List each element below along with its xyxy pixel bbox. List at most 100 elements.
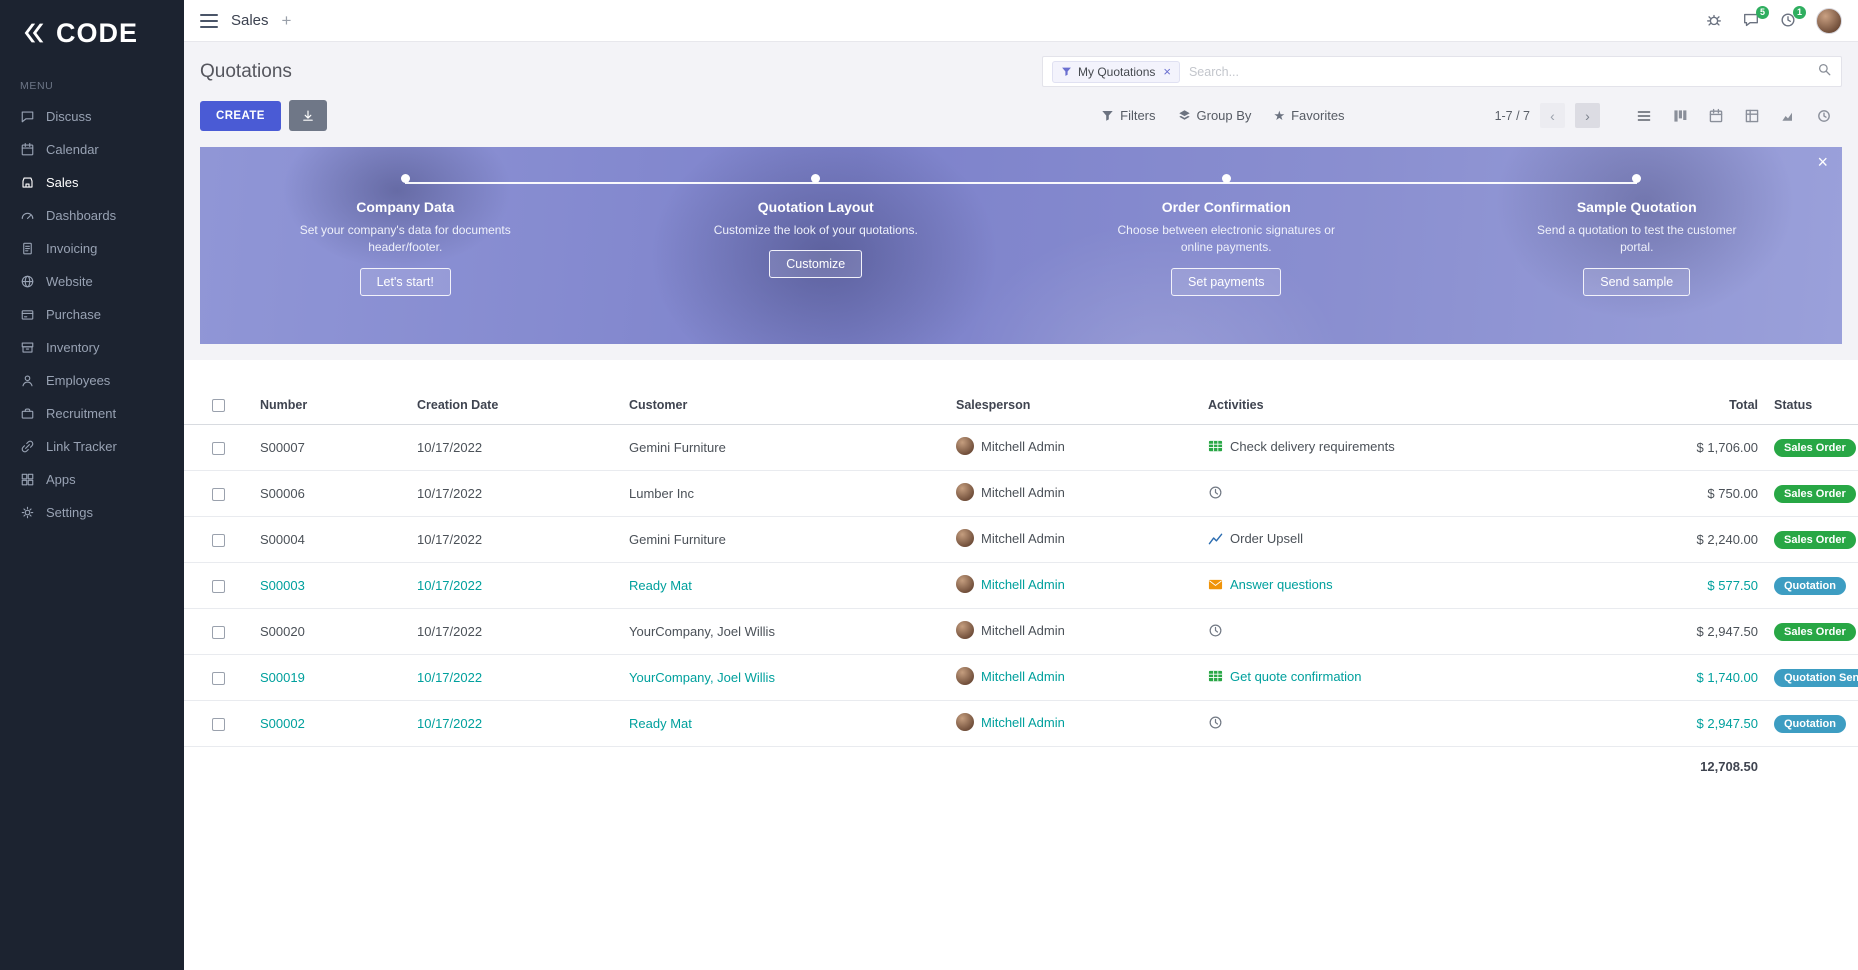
step-description: Set your company's data for documents he…: [299, 223, 511, 255]
creation-date: 10/17/2022: [409, 470, 621, 518]
hamburger-menu-icon[interactable]: [200, 13, 218, 28]
row-checkbox[interactable]: [212, 580, 225, 594]
step-title: Company Data: [356, 199, 455, 215]
view-kanban-button[interactable]: [1662, 102, 1698, 130]
status-cell: Quotation Sent: [1766, 654, 1858, 702]
create-button[interactable]: CREATE: [200, 100, 281, 131]
table-row[interactable]: S00003 10/17/2022 Ready Mat Mitchell Adm…: [184, 562, 1858, 610]
banner-close-icon[interactable]: ×: [1817, 152, 1828, 172]
send-sample-button[interactable]: Send sample: [1583, 267, 1691, 296]
header-customer[interactable]: Customer: [621, 386, 948, 426]
view-switcher: [1626, 102, 1842, 130]
search-bar[interactable]: My Quotations ×: [1042, 56, 1842, 87]
row-checkbox[interactable]: [212, 626, 225, 640]
customize-button[interactable]: Customize: [769, 250, 863, 279]
app-tab-label[interactable]: Sales: [231, 12, 269, 29]
row-checkbox[interactable]: [212, 534, 225, 548]
sidebar-item-sales[interactable]: Sales: [0, 166, 184, 199]
table-row[interactable]: S00007 10/17/2022 Gemini Furniture Mitch…: [184, 424, 1858, 472]
messages-badge: 5: [1755, 5, 1769, 19]
total-amount: $ 2,240.00: [1566, 516, 1766, 564]
salesperson-avatar: [956, 621, 974, 640]
sidebar-item-invoicing[interactable]: Invoicing: [0, 232, 184, 265]
control-panel: Quotations My Quotations × CREATE: [184, 42, 1858, 360]
sidebar-item-calendar[interactable]: Calendar: [0, 133, 184, 166]
export-button[interactable]: [288, 100, 327, 131]
view-list-button[interactable]: [1626, 102, 1662, 130]
sidebar-item-link-tracker[interactable]: Link Tracker: [0, 430, 184, 463]
header-status[interactable]: Status: [1766, 386, 1858, 426]
row-checkbox[interactable]: [212, 672, 225, 686]
set-payments-button[interactable]: Set payments: [1171, 267, 1282, 296]
status-badge: Sales Order: [1774, 530, 1856, 549]
favorites-button[interactable]: ★ Favorites: [1273, 107, 1345, 124]
header-salesperson[interactable]: Salesperson: [948, 386, 1200, 426]
employees-icon: [22, 375, 33, 387]
pager-range: 1-7 / 7: [1494, 108, 1530, 123]
sidebar-item-dashboards[interactable]: Dashboards: [0, 199, 184, 232]
salesperson-avatar: [956, 667, 974, 686]
sidebar-item-apps[interactable]: Apps: [0, 463, 184, 496]
filters-funnel-icon: [1102, 110, 1113, 121]
sidebar-item-recruitment[interactable]: Recruitment: [0, 397, 184, 430]
quotation-number: S00019: [252, 654, 409, 702]
brand-logo[interactable]: CODE: [0, 0, 184, 66]
spreadsheet-icon: [1208, 670, 1223, 681]
header-creation-date[interactable]: Creation Date: [409, 386, 621, 426]
creation-date: 10/17/2022: [409, 700, 621, 748]
sales-icon: [22, 177, 33, 188]
add-tab-icon[interactable]: +: [281, 11, 292, 30]
pager-next-button[interactable]: ›: [1575, 103, 1600, 128]
status-badge: Sales Order: [1774, 438, 1856, 457]
total-amount: $ 1,706.00: [1566, 424, 1766, 472]
inventory-icon: [21, 342, 34, 353]
main-area: Sales + 5 1 Quotations: [184, 0, 1858, 970]
brand-name: CODE: [56, 17, 139, 48]
step-dot: [1221, 174, 1231, 183]
group-by-button[interactable]: Group By: [1178, 108, 1251, 123]
onboarding-step-sample-quotation: Sample Quotation Send a quotation to tes…: [1432, 174, 1843, 344]
sidebar-item-employees[interactable]: Employees: [0, 364, 184, 397]
table-row[interactable]: S00004 10/17/2022 Gemini Furniture Mitch…: [184, 516, 1858, 564]
link-tracker-icon: [21, 440, 34, 453]
creation-date: 10/17/2022: [409, 516, 621, 564]
user-avatar[interactable]: [1816, 7, 1842, 34]
header-activities[interactable]: Activities: [1200, 386, 1566, 426]
view-activity-button[interactable]: [1806, 102, 1842, 130]
search-facet[interactable]: My Quotations ×: [1052, 60, 1180, 83]
table-row[interactable]: S00020 10/17/2022 YourCompany, Joel Will…: [184, 608, 1858, 656]
search-input[interactable]: [1188, 64, 1817, 79]
lets-start-button[interactable]: Let's start!: [359, 267, 451, 296]
step-title: Sample Quotation: [1576, 199, 1697, 215]
row-checkbox[interactable]: [212, 488, 225, 502]
status-badge: Quotation: [1774, 576, 1846, 595]
sidebar-item-discuss[interactable]: Discuss: [0, 100, 184, 133]
sidebar-item-purchase[interactable]: Purchase: [0, 298, 184, 331]
debug-bug-icon[interactable]: [1705, 11, 1725, 31]
filters-button[interactable]: Filters: [1101, 108, 1156, 123]
row-checkbox[interactable]: [212, 442, 225, 456]
salesperson-avatar: [956, 575, 974, 594]
view-pivot-button[interactable]: [1734, 102, 1770, 130]
activities-clock-icon[interactable]: 1: [1779, 5, 1806, 31]
facet-remove-icon[interactable]: ×: [1163, 64, 1171, 79]
pager-previous-button[interactable]: ‹: [1540, 103, 1565, 128]
total-amount: $ 750.00: [1566, 470, 1766, 518]
table-row[interactable]: S00006 10/17/2022 Lumber Inc Mitchell Ad…: [184, 470, 1858, 518]
step-description: Customize the look of your quotations.: [713, 223, 918, 237]
row-checkbox[interactable]: [212, 718, 225, 732]
view-graph-button[interactable]: [1770, 102, 1806, 130]
sidebar-item-settings[interactable]: Settings: [0, 496, 184, 529]
messages-icon[interactable]: 5: [1742, 5, 1769, 31]
table-row[interactable]: S00019 10/17/2022 YourCompany, Joel Will…: [184, 654, 1858, 702]
header-number[interactable]: Number: [252, 386, 409, 426]
header-total[interactable]: Total: [1566, 386, 1766, 426]
dashboards-icon: [21, 212, 34, 220]
view-calendar-button[interactable]: [1698, 102, 1734, 130]
salesperson-cell: Mitchell Admin: [948, 700, 1200, 748]
table-row[interactable]: S00002 10/17/2022 Ready Mat Mitchell Adm…: [184, 700, 1858, 748]
sidebar-item-website[interactable]: Website: [0, 265, 184, 298]
select-all-checkbox[interactable]: [212, 399, 225, 413]
sidebar-item-inventory[interactable]: Inventory: [0, 331, 184, 364]
search-icon[interactable]: [1817, 62, 1832, 82]
